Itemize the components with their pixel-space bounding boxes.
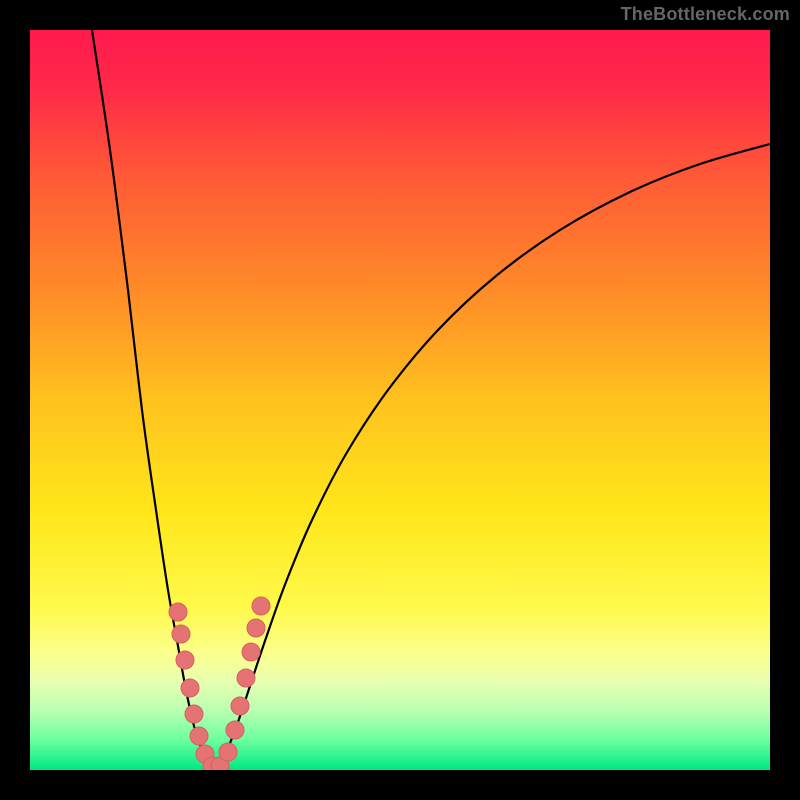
data-marker [185, 705, 203, 723]
data-marker [231, 697, 249, 715]
data-marker [252, 597, 270, 615]
data-marker [181, 679, 199, 697]
chart-plot [30, 30, 770, 770]
data-marker [247, 619, 265, 637]
data-marker [190, 727, 208, 745]
data-marker [169, 603, 187, 621]
data-marker [226, 721, 244, 739]
data-marker [237, 669, 255, 687]
chart-frame: TheBottleneck.com [0, 0, 800, 800]
watermark-text: TheBottleneck.com [621, 4, 790, 25]
data-marker [176, 651, 194, 669]
data-marker [172, 625, 190, 643]
data-marker [242, 643, 260, 661]
data-marker [219, 743, 237, 761]
